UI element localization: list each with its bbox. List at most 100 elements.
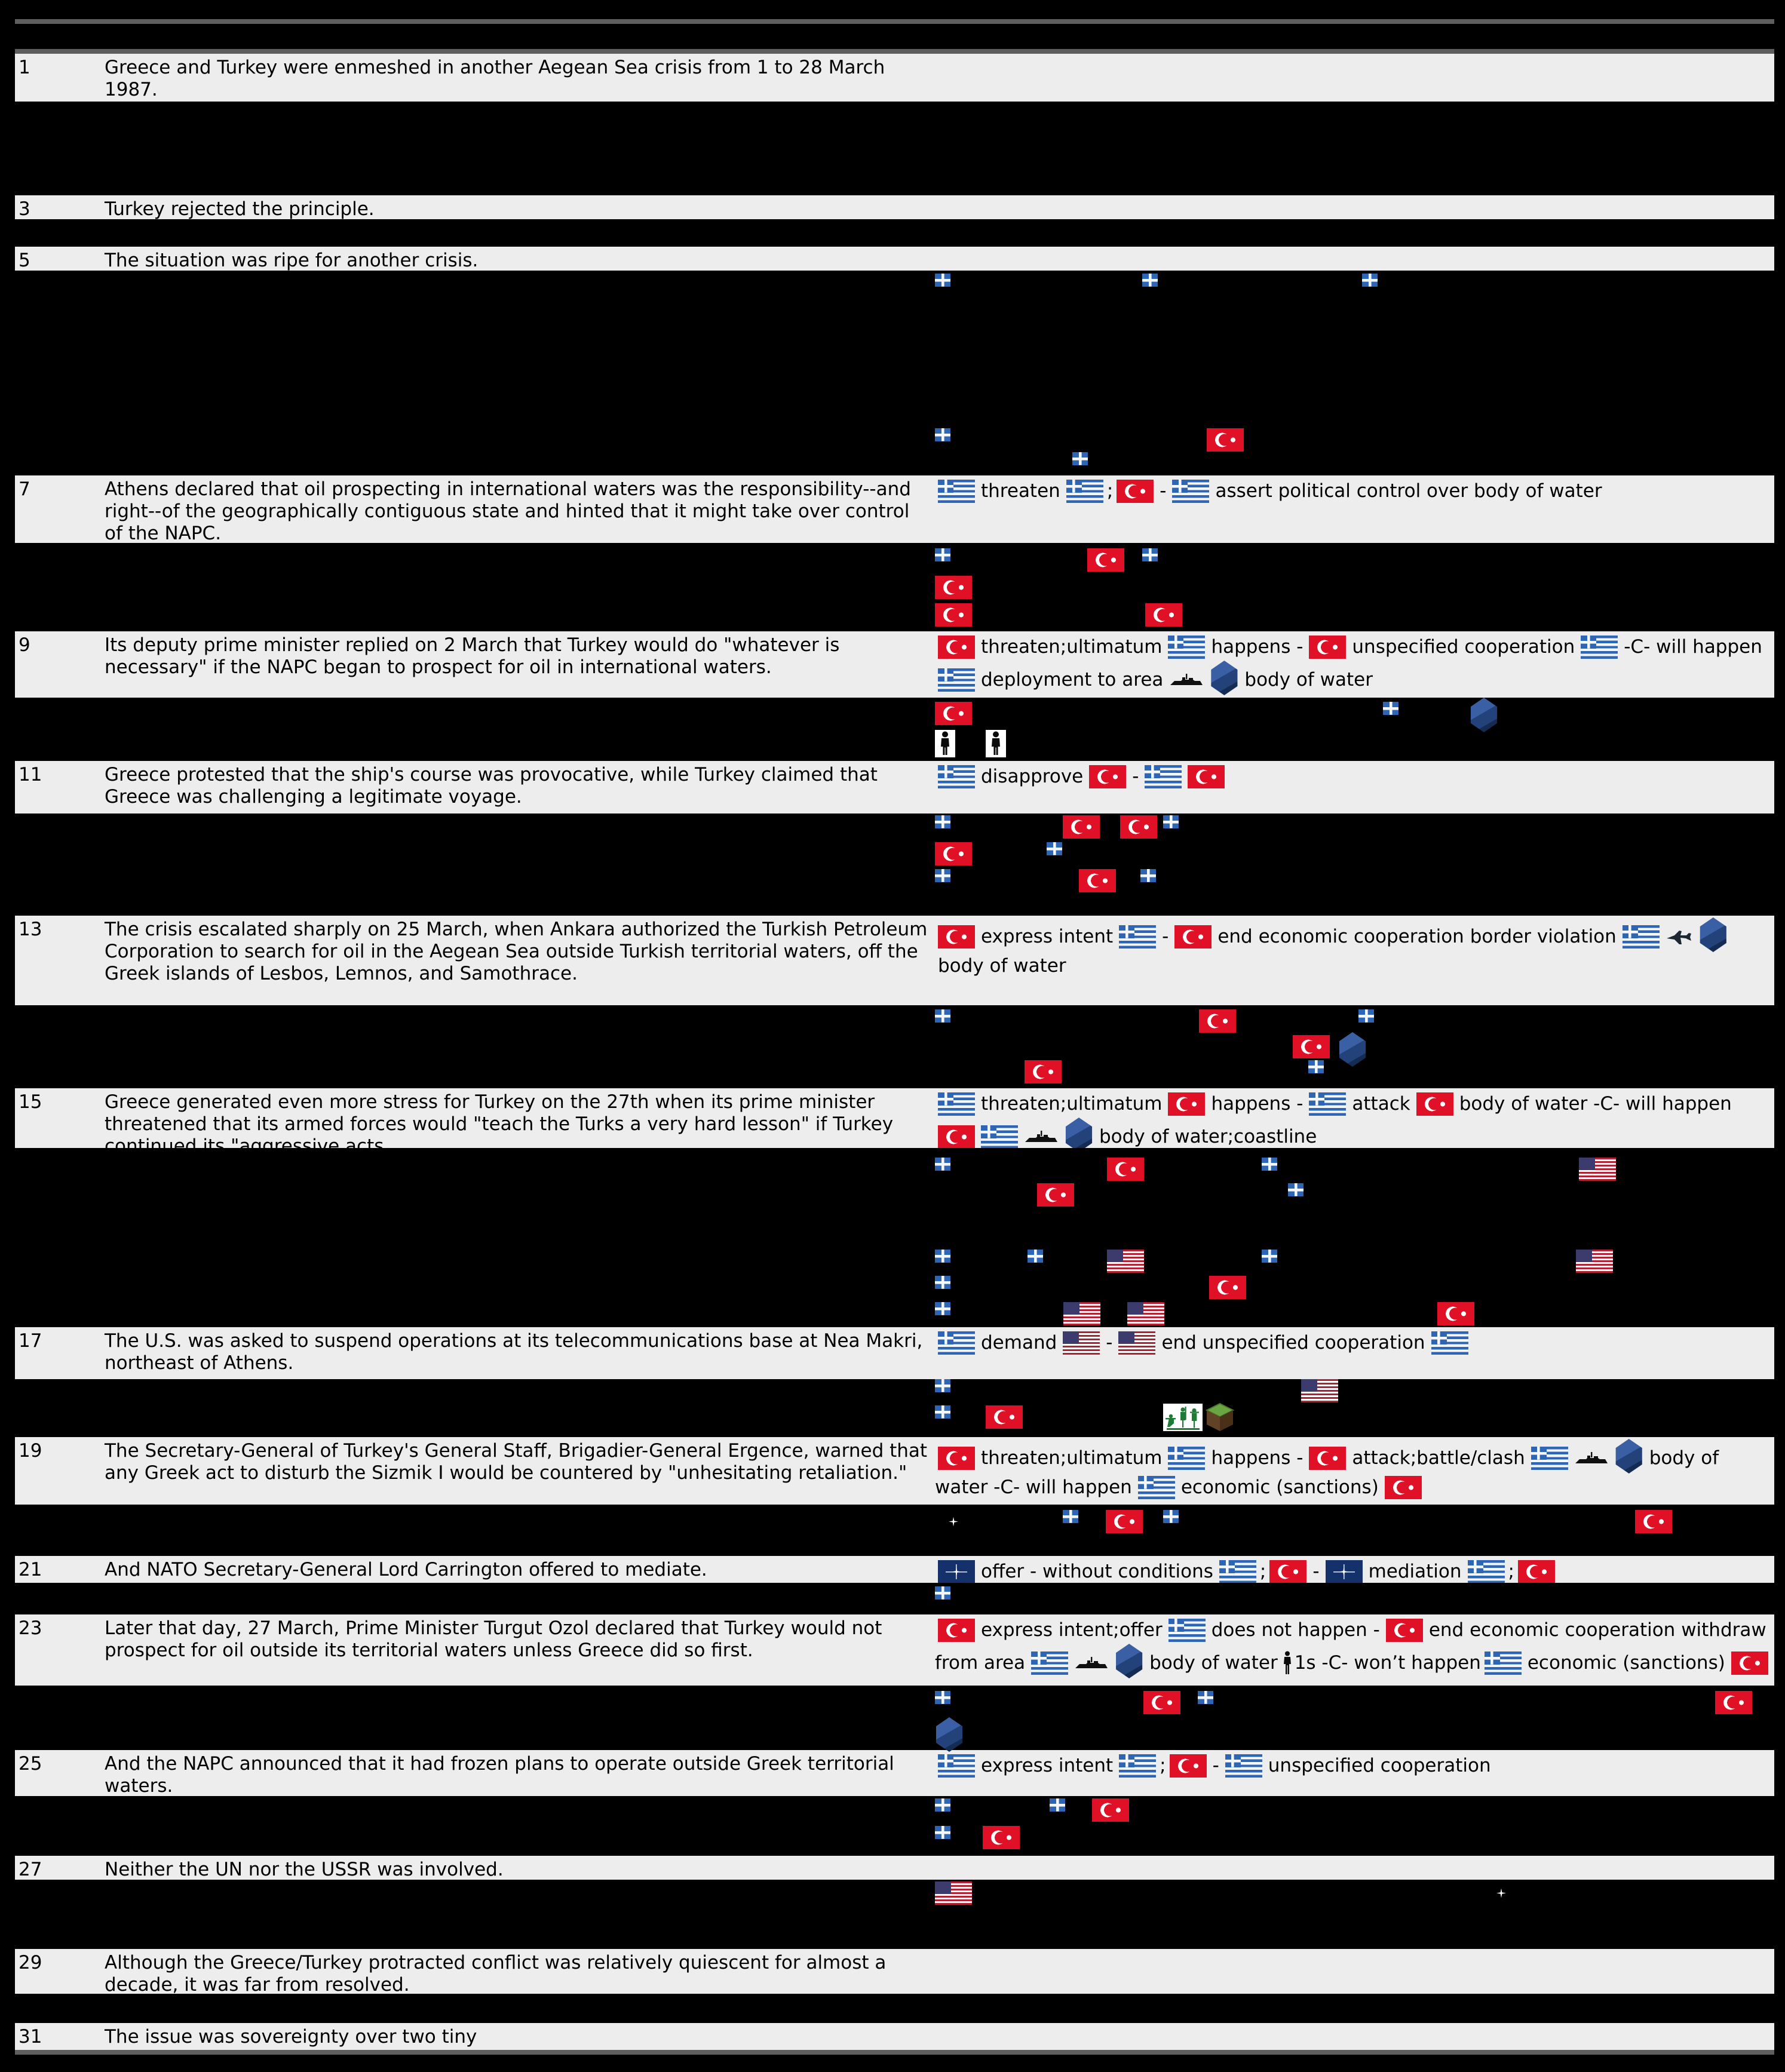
greece-flag-icon	[1219, 1560, 1256, 1583]
sentence-text: Later that day, 27 March, Prime Minister…	[105, 1617, 882, 1661]
greece-flag-icon	[938, 1092, 975, 1116]
annotation-text: body of water -C- will happen	[935, 1447, 1719, 1498]
event-annotation: express intent; - unspecified cooperation	[935, 1752, 1772, 1779]
sentence-number: 29	[19, 1952, 42, 1973]
turkey-flag-icon	[1106, 1510, 1143, 1533]
sentence-row: 13 The crisis escalated sharply on 25 Mar…	[15, 916, 1774, 1005]
annotation-text: happens -	[1211, 1093, 1304, 1115]
person-small-icon	[1282, 1651, 1293, 1675]
separator-bar	[15, 49, 1774, 54]
turkey-flag-icon	[1715, 1691, 1752, 1714]
separator-bar	[15, 19, 1774, 24]
annotation-text: -	[1106, 1332, 1113, 1353]
sentence-text: Greece and Turkey were enmeshed in anoth…	[105, 57, 885, 100]
water-gem-icon	[1116, 1644, 1143, 1678]
event-annotation: offer - without conditions; - mediation;	[935, 1558, 1772, 1583]
event-annotation: express intent;offer does not happen - end…	[935, 1616, 1772, 1678]
sentence-number: 27	[19, 1859, 42, 1880]
turkey-flag-icon	[1143, 1691, 1180, 1714]
annotation-text: mediation	[1368, 1561, 1462, 1582]
event-annotation: threaten;ultimatum happens - unspecified c…	[935, 633, 1772, 695]
turkey-flag-icon	[1517, 1560, 1555, 1583]
annotation-text: end economic cooperation border violatio…	[1217, 926, 1617, 947]
us-flag-icon	[1301, 1379, 1338, 1402]
turkey-flag-icon	[1437, 1302, 1474, 1325]
nato-flag-icon	[1325, 1560, 1363, 1583]
turkey-flag-icon	[1037, 1183, 1074, 1207]
us-flag-icon	[1579, 1158, 1616, 1181]
sentence-number: 21	[19, 1559, 42, 1580]
greece-flag-icon	[1581, 636, 1618, 659]
sentence-text: Greece generated even more stress for Tu…	[105, 1091, 894, 1148]
turkey-flag-icon	[1635, 1510, 1672, 1533]
separator-bar	[15, 2050, 1774, 2055]
turkey-flag-icon	[938, 1125, 975, 1148]
sentence-row: 19 The Secretary-General of Turkey's Gene…	[15, 1437, 1774, 1505]
event-annotation: threaten;ultimatum happens - attack body of…	[935, 1090, 1772, 1148]
turkey-flag-icon	[986, 1405, 1023, 1429]
turkey-flag-icon	[938, 925, 975, 948]
annotation-text: -	[1132, 766, 1139, 787]
turkey-flag-icon	[1309, 636, 1347, 659]
greece-flag-icon	[1119, 925, 1157, 948]
annotation-text: body of water	[938, 955, 1066, 977]
annotation-text: 1s -C- won’t happen	[1294, 1652, 1481, 1674]
turkey-flag-icon	[1063, 815, 1100, 839]
us-flag-icon	[935, 1881, 972, 1905]
annotation-text: happens -	[1211, 1447, 1304, 1469]
annotation-text: ;	[1160, 1755, 1166, 1776]
greece-flag-icon	[1031, 1652, 1069, 1675]
water-gem-icon	[1211, 661, 1238, 695]
annotation-text: end economic cooperation withdraw from a…	[935, 1619, 1766, 1674]
annotation-text: assert political control over body of wa…	[1215, 480, 1602, 502]
annotation-text: body of water	[1244, 669, 1373, 690]
water-gem-icon	[1700, 917, 1726, 952]
annotation-text: -	[1312, 1561, 1320, 1582]
sentence-text: Greece protested that the ship's course …	[105, 764, 878, 808]
event-annotation: threaten; - assert political control over …	[935, 477, 1772, 505]
greece-flag-icon	[938, 668, 975, 692]
sentence-text: The issue was sovereignty over two tiny	[105, 2026, 477, 2048]
warship-icon	[1024, 1129, 1059, 1145]
sentence-number: 7	[19, 478, 30, 500]
greece-flag-icon	[1225, 1754, 1262, 1778]
us-flag-icon	[1576, 1250, 1613, 1273]
greece-flag-icon	[981, 1125, 1018, 1148]
sentence-text: Athens declared that oil prospecting in …	[105, 478, 911, 543]
water-gem-icon	[1339, 1032, 1366, 1067]
turkey-flag-icon	[938, 1619, 975, 1642]
annotation-text: offer - without conditions	[981, 1561, 1213, 1582]
sentence-number: 19	[19, 1440, 42, 1462]
sentence-row: 3 Turkey rejected the principle.	[15, 195, 1774, 219]
annotation-text: demand	[981, 1332, 1057, 1353]
us-flag-icon	[1063, 1331, 1100, 1355]
water-gem-icon	[936, 1717, 963, 1752]
sentence-row: 29 Although the Greece/Turkey protracted …	[15, 1949, 1774, 1994]
person-icon	[986, 730, 1006, 757]
turkey-flag-icon	[1174, 925, 1212, 948]
greece-flag-icon	[1119, 1754, 1157, 1778]
annotation-text: attack	[1352, 1093, 1410, 1115]
turkey-flag-icon	[983, 1826, 1020, 1849]
turkey-flag-icon	[1145, 603, 1182, 627]
annotation-text: does not happen -	[1211, 1619, 1380, 1641]
annotation-text: -	[1162, 926, 1169, 947]
sentence-row: 21 And NATO Secretary-General Lord Carrin…	[15, 1556, 1774, 1583]
annotation-text: body of water	[1149, 1652, 1278, 1674]
turkey-flag-icon	[935, 576, 972, 599]
greece-flag-icon	[1145, 765, 1182, 788]
annotation-text: happens -	[1211, 636, 1304, 658]
warship-icon	[1574, 1451, 1609, 1466]
greece-flag-icon	[1172, 480, 1210, 503]
sentence-row: 1 Greece and Turkey were enmeshed in anot…	[15, 54, 1774, 102]
water-gem-icon	[1615, 1439, 1642, 1474]
event-annotation: express intent - end economic cooperation …	[935, 917, 1772, 980]
greece-flag-icon	[938, 480, 975, 503]
annotation-text: disapprove	[981, 766, 1084, 787]
sentence-text: And the NAPC announced that it had froze…	[105, 1753, 894, 1796]
land-block-icon	[1205, 1402, 1235, 1432]
water-gem-icon	[1470, 698, 1498, 732]
sentence-number: 9	[19, 634, 30, 656]
turkey-flag-icon	[1731, 1652, 1768, 1675]
